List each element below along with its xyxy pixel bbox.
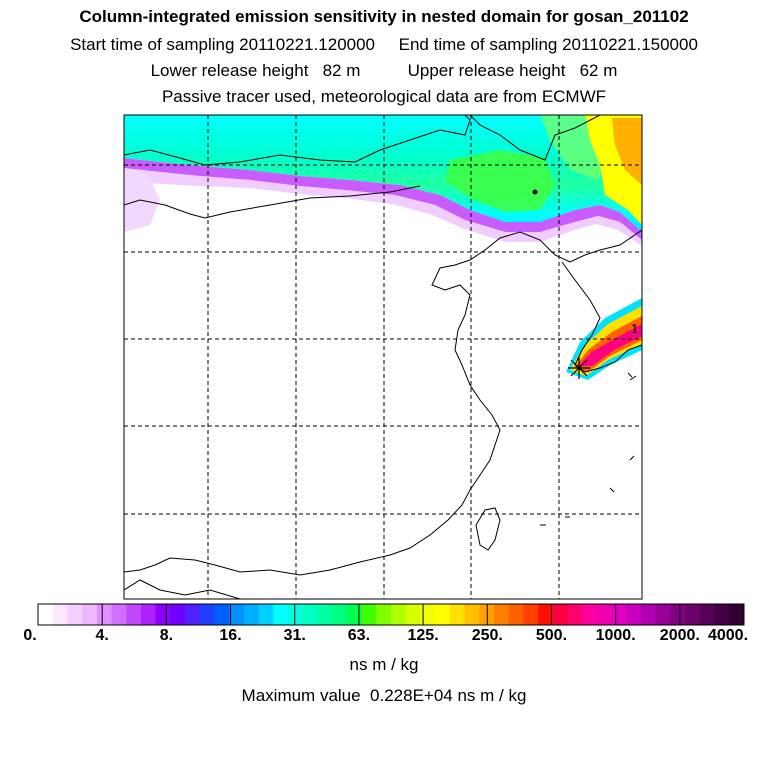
release-height-line: Lower release height 82 m Upper release …: [150, 61, 618, 80]
colorbar-swatch: [302, 604, 318, 625]
colorbar-swatch: [361, 604, 377, 625]
colorbar-swatch: [67, 604, 83, 625]
colorbar-swatch: [552, 604, 568, 625]
colorbar-tick-label: 500.: [535, 627, 568, 644]
map-frame: [123, 114, 643, 600]
colorbar-swatch: [729, 604, 745, 625]
colorbar-swatch: [214, 604, 230, 625]
colorbar-swatch: [405, 604, 421, 625]
tracer-info-line: Passive tracer used, meteorological data…: [161, 87, 607, 106]
colorbar-tick-label: 31.: [283, 627, 306, 644]
colorbar-tick-label: 8.: [159, 627, 174, 644]
sensitivity-orange-patch: [612, 118, 642, 185]
colorbar-swatch: [596, 604, 613, 625]
units-label: ns m / kg: [349, 655, 419, 674]
colorbar-swatch: [126, 604, 142, 625]
colorbar-swatch: [685, 604, 701, 625]
colorbar-swatch: [258, 604, 274, 625]
colorbar-swatch: [288, 604, 304, 625]
sensitivity-band-edge: [124, 158, 642, 240]
colorbar-swatch: [332, 604, 348, 625]
colorbar-swatch: [170, 604, 186, 625]
colorbar-swatch: [243, 604, 260, 625]
colorbar-tick-label: 1000.: [595, 627, 636, 644]
colorbar-swatch: [714, 604, 730, 625]
colorbar-swatch: [655, 604, 671, 625]
colorbar-swatch: [420, 604, 436, 625]
colorbar-swatch: [611, 604, 627, 625]
colorbar-swatch: [435, 604, 451, 625]
colorbar-swatch: [199, 604, 215, 625]
colorbar-swatch: [346, 604, 363, 625]
colorbar-tick-label: 0.: [23, 627, 37, 644]
colorbar-swatch: [111, 604, 127, 625]
colorbar-swatch: [317, 604, 333, 625]
colorbar-tick-label: 125.: [407, 627, 439, 644]
receptor-label: 1: [631, 321, 638, 336]
colorbar-tick-label: 4.: [95, 627, 109, 644]
colorbar-swatch: [508, 604, 524, 625]
colorbar-swatch: [185, 604, 201, 625]
colorbar-swatch: [699, 604, 716, 625]
colorbar-swatch: [464, 604, 480, 625]
sampling-time-line: Start time of sampling 20110221.120000 E…: [70, 35, 698, 54]
colorbar-tick-label: 4000.: [707, 627, 749, 644]
sensitivity-green-patch: [445, 150, 555, 212]
colorbar-swatch: [582, 604, 598, 625]
release-site-marker: [568, 357, 590, 379]
colorbar-tick-label: 2000.: [659, 627, 700, 644]
colorbar-swatch: [140, 604, 157, 625]
colorbar-swatch: [449, 604, 466, 625]
colorbar-tick-label: 250.: [471, 627, 503, 644]
colorbar-swatch: [155, 604, 171, 625]
colorbar-swatch: [670, 604, 686, 625]
plume-core: [578, 324, 642, 366]
colorbar: [37, 603, 745, 626]
colorbar-swatch: [523, 604, 539, 625]
colorbar-swatch: [229, 604, 245, 625]
colorbar-swatch: [391, 604, 407, 625]
maximum-value-label: Maximum value 0.228E+04 ns m / kg: [241, 686, 527, 705]
colorbar-swatch: [567, 604, 583, 625]
colorbar-swatch: [38, 604, 54, 625]
colorbar-swatch: [538, 604, 554, 625]
colorbar-swatch: [626, 604, 642, 625]
sensitivity-band-fringe: [124, 168, 642, 246]
colorbar-swatch: [493, 604, 510, 625]
colorbar-swatch: [641, 604, 657, 625]
colorbar-tick-label: 16.: [219, 627, 242, 644]
colorbar-swatch: [96, 604, 113, 625]
colorbar-swatch: [273, 604, 289, 625]
colorbar-tick-label: 63.: [347, 627, 371, 644]
page-title: Column-integrated emission sensitivity i…: [79, 7, 689, 26]
lat-lon-grid: [124, 115, 642, 599]
colorbar-swatch: [52, 604, 68, 625]
colorbar-swatch: [376, 604, 392, 625]
colorbar-swatch: [82, 604, 98, 625]
colorbar-outline: [37, 603, 745, 626]
lake-marker: [532, 189, 538, 195]
